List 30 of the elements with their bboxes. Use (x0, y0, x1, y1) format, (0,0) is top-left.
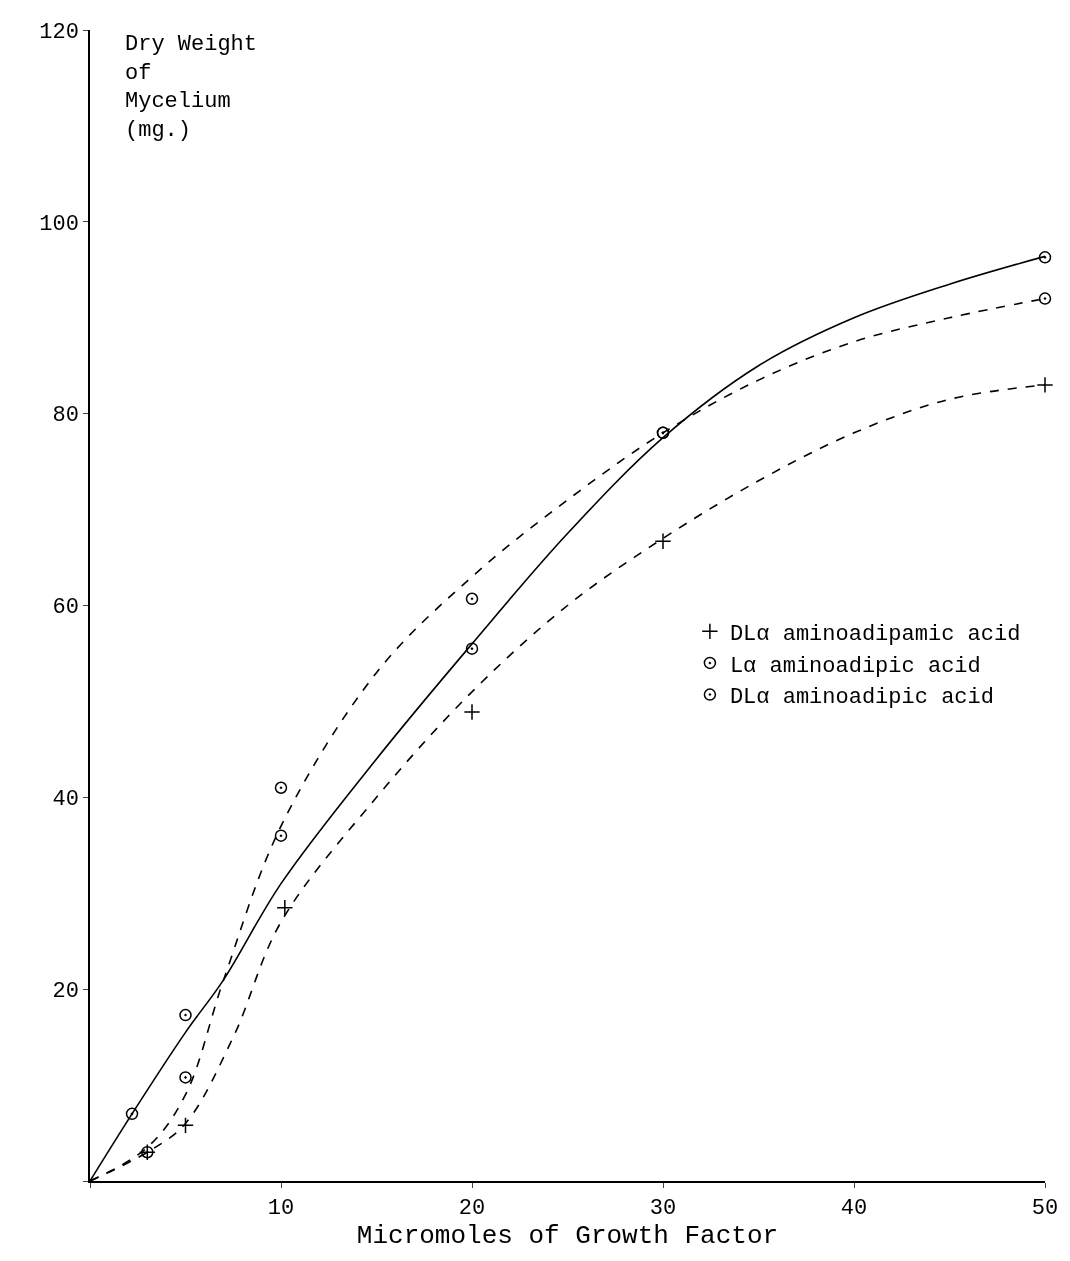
legend-label: DLα aminoadipic acid (729, 685, 994, 711)
point (179, 1071, 192, 1084)
point (465, 592, 479, 606)
legend-label: Lα aminoadipic acid (729, 653, 981, 679)
y-axis-title: Dry Weight of Mycelium (mg.) (125, 32, 258, 143)
y-tick-label: 100 (39, 211, 79, 237)
x-axis-title: Micromoles of Growth Factor (356, 1221, 779, 1252)
y-tick-label: 120 (39, 19, 79, 45)
point (465, 642, 479, 655)
point (125, 1107, 139, 1121)
y-tick-label: 20 (52, 978, 79, 1004)
point (276, 899, 294, 917)
x-tick-label: 40 (840, 1196, 868, 1222)
point (1038, 251, 1052, 264)
x-tick-label: 20 (458, 1196, 486, 1222)
y-tick-label: 60 (52, 595, 79, 621)
y-tick-label: 80 (52, 403, 79, 429)
point (179, 1008, 192, 1022)
legend-label: DLα aminoadipamic acid (729, 621, 1021, 647)
point (274, 781, 288, 794)
x-tick-label: 50 (1031, 1196, 1059, 1222)
point (177, 1116, 194, 1134)
x-tick-label: 10 (267, 1196, 295, 1222)
point (274, 829, 288, 842)
point (463, 703, 481, 721)
point (1038, 292, 1052, 305)
point (1036, 376, 1054, 394)
y-tick-label: 40 (52, 787, 79, 813)
x-tick-label: 30 (649, 1196, 677, 1222)
point (654, 532, 672, 550)
